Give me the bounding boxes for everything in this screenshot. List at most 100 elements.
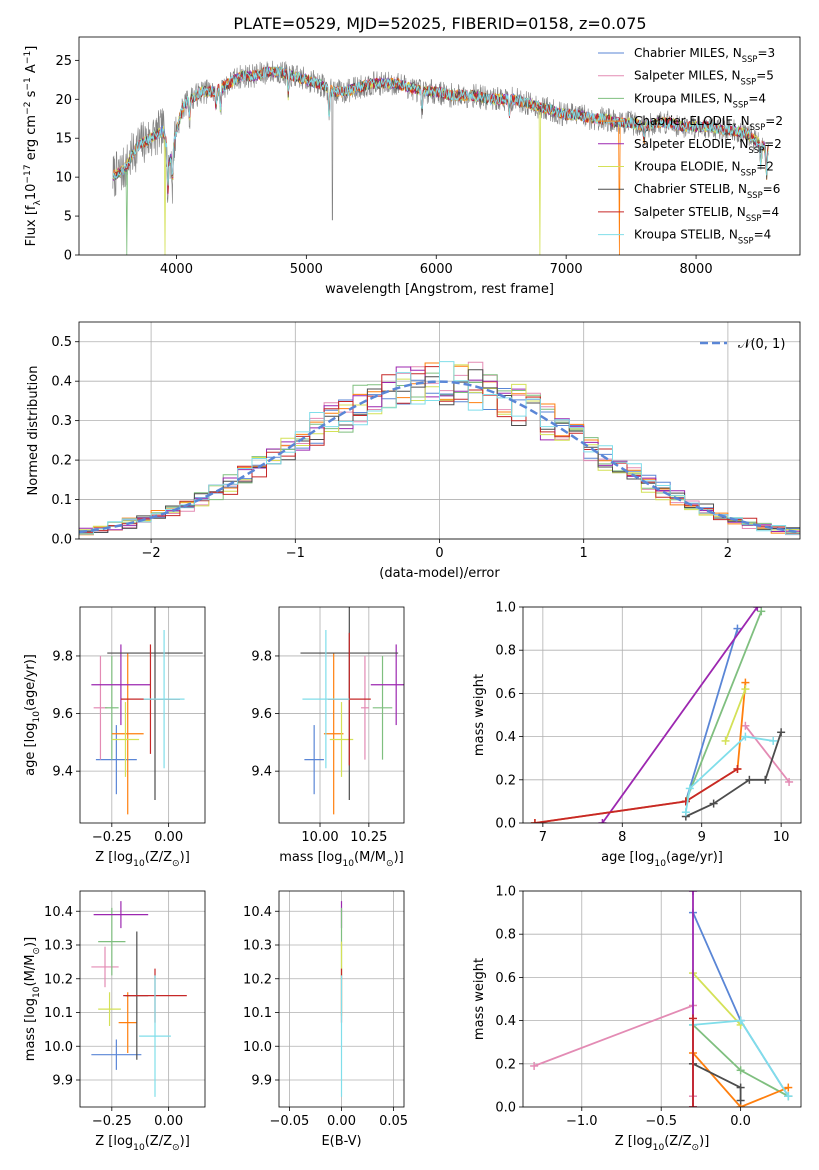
legend-entry: Salpeter MILES, NSSP=5 [634,69,774,87]
plot-area [91,901,187,1097]
mass-weight-marker [736,1083,745,1092]
y-tick-label: 5 [64,210,72,225]
x-tick-label: 8000 [680,262,713,277]
mass-weight-marker [688,1103,697,1107]
mass-weight-marker [736,1066,745,1075]
axes-frame [79,890,206,1108]
mass-weight-line [684,628,739,802]
x-tick-label: 0.00 [154,830,183,845]
legend-entry: Chabrier ELODIE, NSSP=2 [634,114,783,132]
axes-frame [522,606,802,824]
legend-entry: Chabrier STELIB, NSSP=6 [634,182,780,200]
plot-area [91,607,203,815]
y-tick-label: 10.3 [44,939,73,954]
mass-weight-marker [688,891,697,895]
x-axis-label: mass [log10(M/M⊙)] [279,850,403,869]
y-tick-label: 10.3 [243,939,272,954]
mass-weight-marker [741,721,750,730]
y-tick-label: 0.6 [495,971,516,986]
mass-weight-vs-metallicity-plot: −1.0 −0.5 0.0 0.0 0.2 0.4 0.6 0.8 1.0 Z [log10(Z/… [472,885,802,1153]
y-tick-label: 9.9 [251,1074,272,1089]
axes-frame [78,321,801,540]
spectrum-plot: 4000 5000 6000 7000 8000 0 5 10 15 20 25 wavelength… [23,36,801,297]
y-tick-label: 9.6 [251,707,272,722]
mass-weight-vs-age-plot: 7 8 9 10 0.0 0.2 0.4 0.6 0.8 1.0 age [log10(age/yr… [472,601,802,869]
mass-weight-marker [784,1083,793,1092]
y-tick-label: 0.4 [495,730,516,745]
x-tick-label: 0.00 [154,1114,183,1129]
x-tick-label: 7 [539,830,547,845]
y-tick-label: 0.8 [495,644,516,659]
mass-weight-line [684,610,763,802]
x-tick-label: −0.5 [645,1114,677,1129]
y-tick-label: 0.0 [495,817,516,832]
mass-weight-marker [777,728,786,737]
mass-weight-marker [530,1061,539,1070]
y-tick-label: 25 [55,54,72,69]
axes-frame [278,890,405,1108]
mass-weight-marker [688,1014,697,1023]
x-tick-label: 6000 [420,262,453,277]
x-axis-label: Z [log10(Z/Z⊙)] [95,1134,190,1153]
y-axis-label: mass weight [472,958,487,1040]
mass-weight-marker [733,765,742,773]
y-tick-label: 0 [64,249,72,264]
plot-area [530,891,793,1107]
x-tick-label: 9 [698,830,706,845]
y-tick-label: 10.4 [243,905,272,920]
y-tick-label: 9.8 [52,649,73,664]
y-tick-label: 0.5 [51,335,72,350]
legend-entry: Salpeter ELODIE, NSSP=2 [634,137,782,155]
mass-weight-marker [761,775,770,784]
legend-entry: Kroupa ELODIE, NSSP=2 [634,160,774,178]
y-tick-label: 0.2 [51,454,72,469]
normal-curve [79,380,800,534]
y-tick-label: 0.1 [51,493,72,508]
x-tick-label: 4000 [160,262,193,277]
mass-weight-marker [753,607,762,611]
mass-vs-metallicity-plot: −0.25 0.00 9.9 10.0 10.1 10.2 10.3 10.4 Z [log10… [23,890,206,1153]
y-tick-label: 9.8 [251,649,272,664]
mass-weight-line [601,607,759,823]
y-tick-label: 0.0 [495,1101,516,1116]
y-tick-label: 9.9 [52,1074,73,1089]
x-tick-label: 10.00 [301,830,338,845]
mass-weight-marker [733,624,742,633]
plot-area [530,607,794,823]
y-tick-label: 0.4 [495,1014,516,1029]
y-tick-label: 10.1 [243,1006,272,1021]
x-tick-label: 10.25 [350,830,387,845]
mass-weight-marker [757,607,766,616]
axes-frame [278,606,405,824]
legend-entry: 𝒩(0, 1) [738,337,785,352]
x-axis-label: (data-model)/error [379,566,500,581]
mass-weight-line [724,688,747,742]
y-tick-label: 10.0 [44,1040,73,1055]
x-tick-label: 0 [435,546,443,561]
x-tick-label: −0.05 [269,1114,309,1129]
mass-vs-extinction-plot: −0.05 0.00 0.05 9.9 10.0 10.1 10.2 10.3 10.4 E(B-… [243,890,408,1149]
plot-area [79,361,800,536]
y-tick-label: 10 [55,171,72,186]
x-tick-label: 0.05 [379,1114,408,1129]
figure-title: PLATE=0529, MJD=52025, FIBERID=0158, z=0… [233,14,646,33]
mass-weight-marker [736,1016,745,1025]
model-spectrum-line [112,65,769,186]
mass-weight-marker [685,784,694,793]
x-axis-label: age [log10(age/yr)] [601,850,723,869]
y-axis-label: age [log10(age/yr)] [23,654,42,776]
mass-weight-marker [784,1092,793,1101]
mass-weight-line [533,1004,694,1097]
mass-weight-line [685,732,782,818]
x-tick-label: −0.25 [92,830,132,845]
mass-weight-marker [769,736,778,745]
y-tick-label: 9.4 [52,765,73,780]
x-tick-label: 8 [618,830,626,845]
y-axis-label: Flux [fλ10−17 erg cm−2 s−1 A−1] [23,46,43,247]
y-tick-label: 0.0 [51,533,72,548]
mass-weight-marker [530,819,539,823]
y-tick-label: 0.6 [495,687,516,702]
mass-weight-line [692,972,742,1026]
y-tick-label: 0.3 [51,414,72,429]
residuals-histogram-plot: −2 −1 0 1 2 0.0 0.1 0.2 0.3 0.4 0.5 (data-model)/er… [26,321,801,581]
